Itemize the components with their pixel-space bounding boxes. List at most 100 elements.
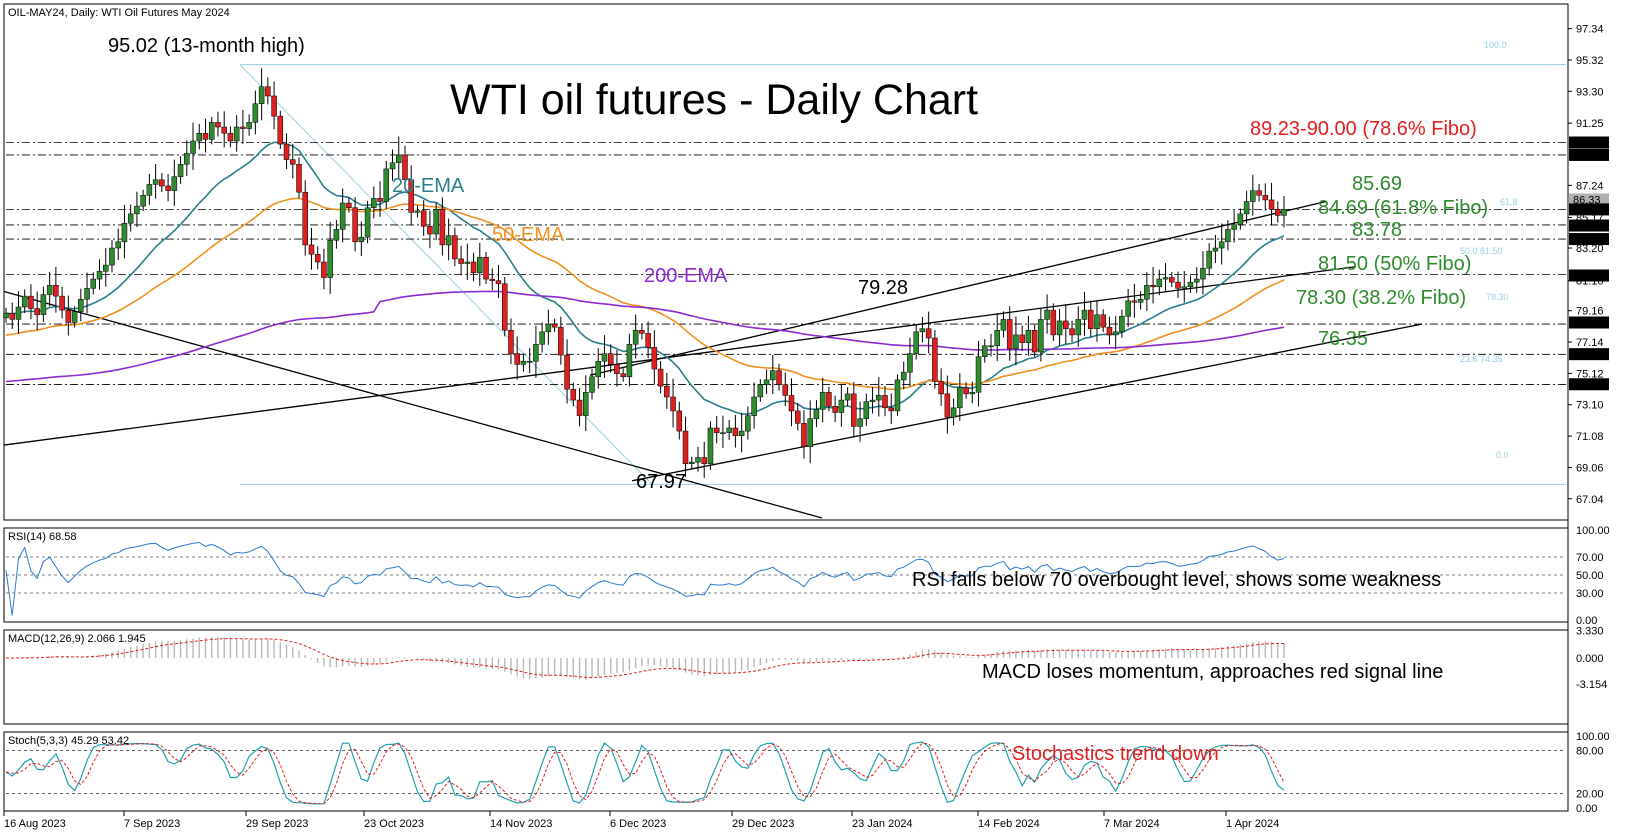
price-tag: [1569, 203, 1609, 216]
x-tick-label: 1 Apr 2024: [1226, 818, 1279, 830]
candle-body: [215, 122, 221, 128]
candle-body: [632, 330, 639, 345]
candle-body: [96, 271, 103, 280]
candle-body: [439, 208, 446, 246]
trendline: [631, 323, 1423, 482]
price-tag-label: 81.43: [1573, 270, 1601, 282]
candle-body: [876, 395, 882, 401]
x-tick-label: 16 Aug 2023: [4, 818, 66, 830]
candle-body: [1019, 334, 1025, 343]
candle-body: [888, 407, 894, 412]
candle-body: [975, 356, 982, 393]
chart-title: WTI oil futures - Daily Chart: [450, 76, 978, 124]
candle-body: [614, 364, 620, 374]
candle-body: [938, 381, 944, 395]
candle-body: [1200, 267, 1206, 280]
candle-body: [857, 418, 863, 427]
price-tag: [1569, 219, 1609, 232]
candle-body: [240, 126, 246, 129]
candle-body: [333, 229, 340, 241]
candle-body: [196, 132, 203, 142]
candle-body: [882, 395, 888, 409]
candle-body: [321, 261, 327, 278]
candle-body: [1106, 326, 1113, 336]
price-tag: [1569, 269, 1609, 282]
macd-label: MACD(12,26,9) 2.066 1.945: [8, 633, 146, 645]
candle-body: [919, 328, 926, 333]
x-tick-label: 14 Feb 2024: [978, 818, 1040, 830]
candle-body: [670, 396, 676, 412]
price-tag-label: 83.78: [1573, 234, 1601, 246]
candle-body: [464, 261, 471, 264]
trendline: [589, 200, 1327, 376]
fibo-236-small: 23.6 74.35: [1460, 354, 1503, 364]
fibo-786-annotation: 89.23-90.00 (78.6% Fibo): [1250, 118, 1477, 140]
candle-body: [146, 184, 153, 196]
candle-body: [526, 361, 533, 363]
y-tick-label: 83.20: [1576, 243, 1604, 255]
candle-body: [127, 213, 134, 224]
candle-body: [65, 309, 72, 323]
candle-body: [869, 399, 876, 402]
candle-body: [9, 312, 15, 320]
candle-body: [1243, 201, 1250, 215]
candle-body: [620, 373, 626, 378]
candle-body: [782, 384, 789, 396]
candle-body: [1144, 285, 1150, 300]
candle-body: [1250, 190, 1256, 202]
x-tick-label: 7 Mar 2024: [1104, 818, 1160, 830]
candle-body: [788, 395, 795, 412]
candle-body: [982, 345, 988, 357]
rsi-tick-label: 30.00: [1576, 588, 1604, 600]
candle-body: [1013, 334, 1019, 350]
candle-body: [925, 328, 932, 339]
candle-body: [501, 283, 508, 331]
candle-body: [296, 164, 302, 193]
candle-body: [1175, 281, 1181, 289]
candle-body: [21, 295, 28, 308]
ema200-line: [5, 290, 1285, 383]
candle-body: [389, 162, 396, 170]
candle-body: [1087, 309, 1094, 329]
candle-body: [408, 179, 414, 213]
rsi-note: RSI falls below 70 overbought level, sho…: [912, 569, 1441, 591]
candle-body: [265, 86, 271, 97]
rsi-tick-label: 100.00: [1576, 525, 1610, 537]
rsi-line: [5, 541, 1285, 616]
candle-body: [851, 393, 857, 427]
candle-body: [751, 396, 757, 416]
candle-body: [551, 323, 558, 328]
candle-body: [352, 207, 358, 243]
candle-body: [1169, 277, 1175, 283]
price-axis: 97.3495.3293.3091.2587.2485.1783.2081.10…: [1568, 24, 1604, 506]
candle-body: [707, 427, 714, 464]
y-tick-label: 97.34: [1576, 24, 1604, 36]
price-tag-label: 85.69: [1573, 204, 1601, 216]
stoch-signal-line: [5, 742, 1285, 805]
candle-body: [109, 247, 115, 266]
candle-body: [570, 388, 577, 401]
candle-body: [1081, 309, 1088, 320]
candle-body: [1275, 208, 1281, 216]
candle-body: [458, 258, 464, 264]
candle-body: [308, 244, 315, 255]
x-tick-label: 29 Dec 2023: [732, 818, 794, 830]
candle-body: [364, 207, 371, 238]
candle-body: [202, 132, 209, 140]
candle-body: [1231, 224, 1237, 230]
candle-body: [28, 295, 34, 309]
macd-note: MACD loses momentum, approaches red sign…: [982, 661, 1443, 683]
candle-body: [121, 222, 128, 243]
candle-body: [763, 379, 770, 385]
candle-body: [713, 427, 720, 433]
candle-body: [1281, 208, 1287, 216]
candle-body: [102, 264, 109, 272]
candle-body: [957, 387, 963, 409]
candles: [3, 68, 1287, 478]
candle-body: [427, 226, 433, 235]
candle-body: [770, 370, 776, 381]
candle-body: [1125, 300, 1131, 317]
stoch-tick-label: 80.00: [1576, 745, 1604, 757]
candle-body: [1075, 319, 1082, 336]
